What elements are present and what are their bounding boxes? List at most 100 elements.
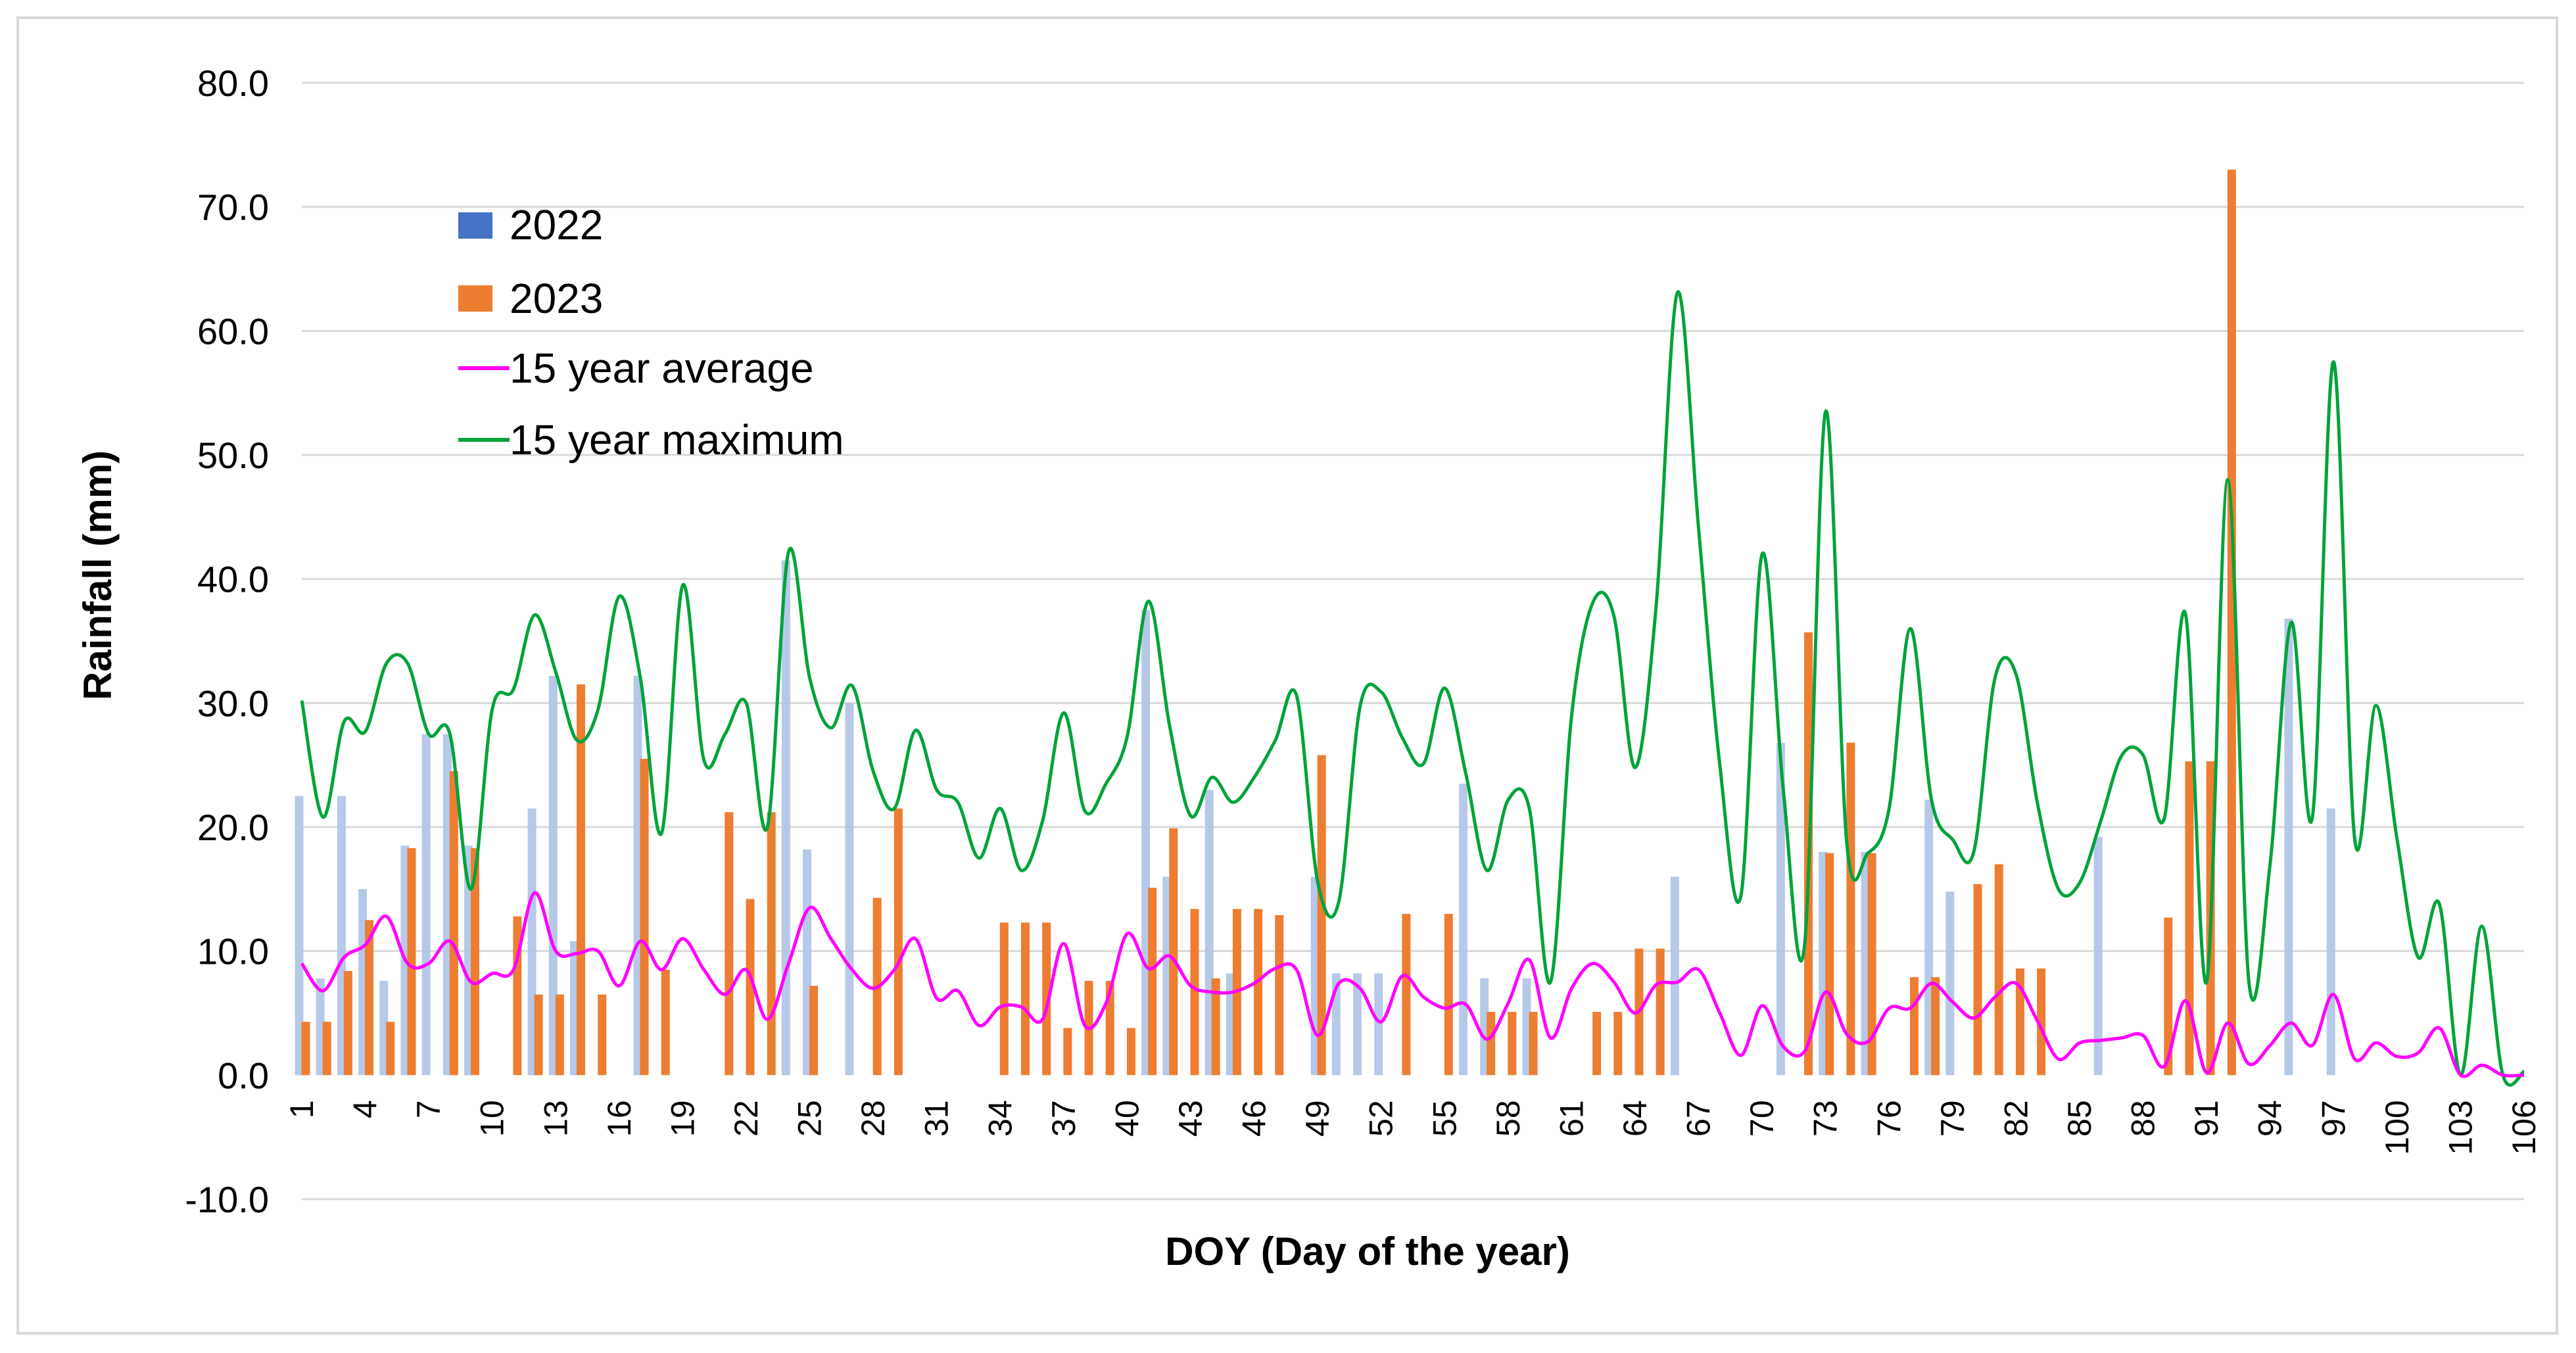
x-tick-label: 37 [1045, 1100, 1082, 1137]
bar-2023 [2015, 968, 2024, 1076]
bar-2023 [1487, 1012, 1496, 1076]
x-tick-label: 28 [855, 1100, 892, 1137]
x-tick-label: 85 [2061, 1100, 2098, 1137]
x-tick-label: 4 [347, 1100, 384, 1118]
bar-2023 [1042, 922, 1051, 1076]
bar-2023 [1063, 1028, 1072, 1076]
bar-2023 [1825, 853, 1834, 1076]
y-tick-label: 0.0 [218, 1055, 269, 1096]
x-tick-label: 76 [1871, 1100, 1907, 1137]
bar-2023 [1867, 853, 1876, 1076]
bar-2023 [1529, 1012, 1538, 1076]
bar-2023 [1254, 909, 1263, 1076]
y-axis-title: Rainfall (mm) [76, 450, 120, 700]
bar-2023 [322, 1022, 331, 1076]
bar-2022 [464, 845, 473, 1076]
y-tick-label: 60.0 [197, 310, 269, 352]
bar-2022 [2284, 619, 2293, 1076]
bar-2023 [1508, 1012, 1517, 1076]
x-tick-label: 52 [1363, 1100, 1400, 1137]
bar-2023 [576, 684, 585, 1076]
bar-2023 [894, 808, 903, 1076]
bar-2022 [633, 675, 642, 1076]
bar-2023 [471, 848, 480, 1076]
x-tick-label: 49 [1299, 1100, 1336, 1137]
bar-2023 [1402, 914, 1411, 1076]
bar-2023 [1020, 922, 1030, 1076]
line-15-year-average [300, 891, 2525, 1078]
x-tick-label: 1 [283, 1100, 320, 1118]
x-tick-label: 79 [1934, 1100, 1971, 1137]
bar-2022 [1522, 978, 1531, 1076]
bar-2023 [555, 994, 564, 1076]
x-tick-label: 61 [1553, 1100, 1590, 1137]
bar-2022 [548, 675, 558, 1076]
bar-2022 [1480, 978, 1489, 1076]
x-tick-label: 22 [728, 1100, 765, 1137]
legend: 2022 2023 15 year average 15 year maximu… [458, 201, 844, 463]
x-tick-label: 70 [1744, 1100, 1780, 1137]
y-tick-label: 40.0 [197, 559, 269, 600]
bar-2022 [2093, 837, 2103, 1076]
bar-2023 [1931, 977, 1940, 1076]
bar-2022 [316, 978, 325, 1076]
bar-2023 [1148, 888, 1157, 1076]
series-2023-bars [301, 170, 2236, 1076]
bar-2023 [2164, 917, 2173, 1076]
x-tick-label: 106 [2506, 1100, 2542, 1154]
y-tick-labels: 80.0 70.0 60.0 50.0 40.0 30.0 20.0 10.0 0.0 -10.0 [185, 62, 269, 1220]
bar-2023 [386, 1022, 395, 1076]
y-tick-label: 80.0 [197, 62, 269, 104]
x-tick-labels: 1 4 7 10 13 16 19 22 25 28 31 34 37 40 43 46 49 52 55 58 61 6… [283, 1100, 2542, 1154]
x-tick-label: 82 [1997, 1100, 2034, 1137]
x-tick-label: 64 [1617, 1100, 1654, 1137]
bar-2023 [534, 994, 543, 1076]
y-tick-label: 10.0 [197, 931, 269, 972]
y-tick-label: 20.0 [197, 807, 269, 848]
bar-2022 [358, 889, 368, 1076]
bar-2022 [1162, 876, 1172, 1076]
bar-2022 [1776, 742, 1785, 1076]
bar-2023 [513, 916, 522, 1076]
bar-2023 [767, 812, 776, 1076]
bar-2023 [999, 922, 1009, 1076]
bar-2023 [1105, 980, 1114, 1076]
bar-2022 [1819, 851, 1828, 1076]
bar-2023 [746, 899, 755, 1076]
bar-2023 [1656, 948, 1665, 1076]
bar-2022 [1458, 783, 1467, 1076]
x-tick-label: 19 [664, 1100, 701, 1137]
bar-2022 [421, 734, 431, 1076]
bar-2023 [2037, 968, 2046, 1076]
x-tick-label: 100 [2379, 1100, 2416, 1154]
y-tick-label: 50.0 [197, 435, 269, 476]
x-tick-label: 58 [1490, 1100, 1527, 1137]
bar-2023 [1126, 1028, 1135, 1076]
bar-2023 [1592, 1012, 1602, 1076]
x-tick-label: 10 [474, 1100, 511, 1137]
bar-2023 [1444, 914, 1453, 1076]
bar-2022 [442, 734, 452, 1076]
bar-2023 [661, 969, 670, 1076]
bar-2023 [809, 985, 819, 1076]
bar-2023 [2185, 761, 2194, 1076]
bar-2023 [301, 1022, 310, 1076]
x-tick-label: 7 [410, 1100, 447, 1118]
bar-2022 [1226, 973, 1235, 1076]
bar-2023 [407, 848, 416, 1076]
bar-2022 [295, 795, 304, 1076]
bar-2023 [640, 759, 649, 1076]
bar-2022 [1670, 876, 1679, 1076]
bar-2023 [1190, 909, 1199, 1076]
y-tick-label: -10.0 [185, 1179, 269, 1220]
bar-2022 [1205, 790, 1214, 1076]
bar-2022 [1374, 973, 1383, 1076]
bar-2022 [569, 941, 579, 1076]
bar-2023 [1317, 755, 1326, 1076]
bar-2022 [1924, 799, 1934, 1076]
bar-2022 [2326, 808, 2335, 1076]
bar-2023 [1613, 1012, 1623, 1076]
bar-2023 [725, 812, 734, 1076]
x-tick-label: 91 [2188, 1100, 2225, 1137]
x-tick-label: 34 [982, 1100, 1018, 1137]
